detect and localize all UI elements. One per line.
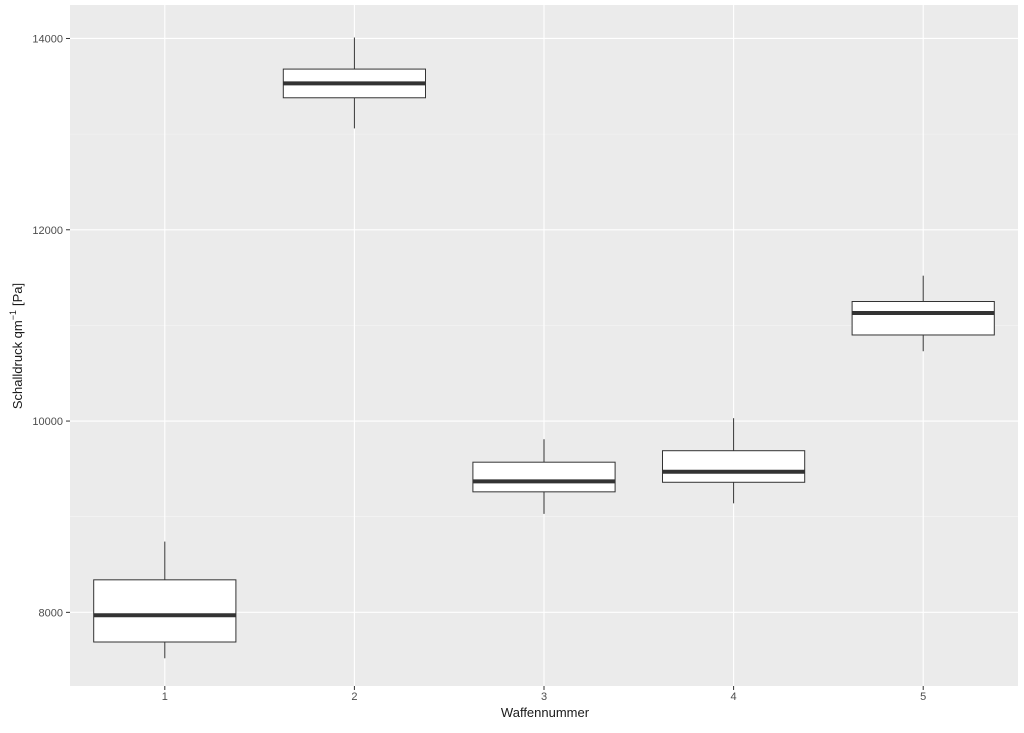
box-body: [93, 579, 237, 643]
x-axis: 1 2 3 4 5: [162, 686, 926, 703]
x-tick-label: 5: [920, 691, 926, 703]
box-2: [282, 37, 426, 129]
y-tick-label: 8000: [39, 607, 63, 619]
box-5: [851, 275, 995, 352]
y-tick-label: 14000: [32, 33, 63, 45]
y-tick-label: 10000: [32, 416, 63, 428]
x-tick-label: 3: [541, 691, 547, 703]
y-tick-label: 12000: [32, 225, 63, 237]
box-body: [662, 450, 806, 483]
x-tick-label: 4: [731, 691, 737, 703]
box-body: [851, 301, 995, 336]
y-axis-title-superscript: −1: [8, 310, 18, 320]
y-axis-title-unit: [Pa]: [10, 283, 25, 306]
y-axis: 8000 10000 12000 14000: [32, 33, 70, 619]
box-3: [472, 439, 616, 514]
x-tick-label: 1: [162, 691, 168, 703]
box-4: [662, 418, 806, 504]
box-1: [93, 541, 237, 659]
x-tick-label: 2: [351, 691, 357, 703]
y-axis-title-main: Schalldruck qm: [10, 320, 25, 409]
box-series: [93, 37, 995, 659]
box-body: [472, 461, 616, 493]
y-axis-title: Schalldruck qm−1 [Pa]: [8, 283, 25, 409]
x-axis-title: Waffennummer: [501, 705, 590, 720]
